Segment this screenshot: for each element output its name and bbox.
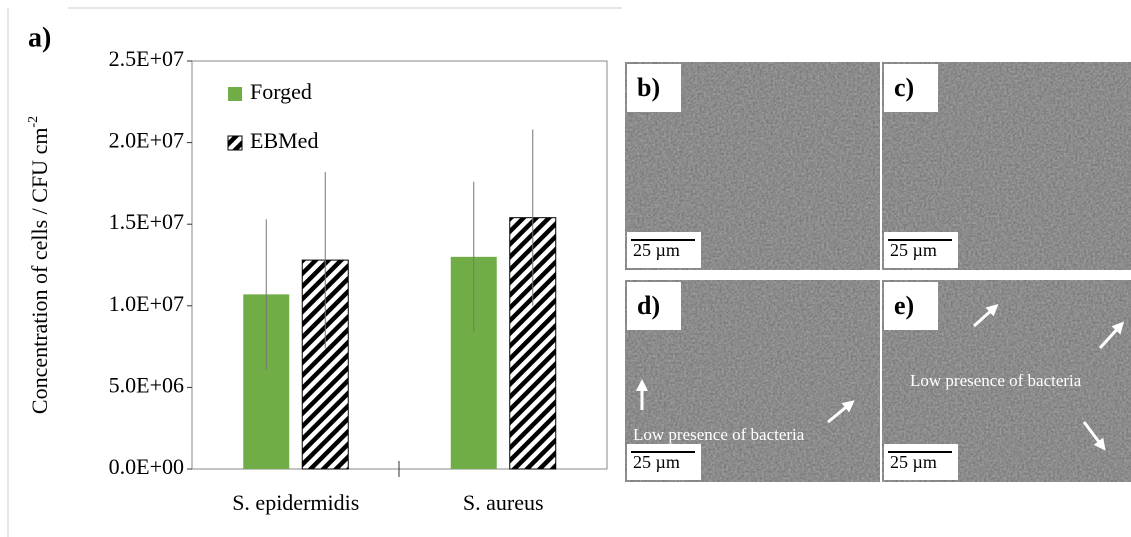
scale-box [884,444,958,480]
scale-label: 25 µm [633,452,680,472]
scale-label: 25 µm [890,240,937,260]
scale-box [627,444,701,480]
x-tick-label: S. aureus [463,490,544,515]
y-tick-label: 5.0E+06 [109,372,184,397]
legend-label: Forged [250,79,312,104]
y-axis-title-sup: -2 [26,116,41,128]
legend-swatch [227,135,243,151]
panel-label: d) [637,291,660,320]
scale-box [884,232,958,268]
arrow [1082,421,1106,451]
panel-label: c) [894,73,914,102]
y-tick-label: 1.0E+07 [109,291,184,316]
panel-label: e) [894,291,914,320]
y-tick-label: 2.5E+07 [109,46,184,71]
scale-box [627,232,701,268]
annotation: Low presence of bacteria [633,425,805,444]
legend-label: EBMed [250,128,318,153]
scale-label: 25 µm [890,452,937,472]
scale-label: 25 µm [633,240,680,260]
panel-label-box [627,282,681,330]
y-tick-label: 0.0E+00 [109,454,184,479]
y-tick-label: 2.0E+07 [109,128,184,153]
y-axis-title-main: Concentration of cells / CFU cm [27,128,52,415]
y-tick-label: 1.5E+07 [109,209,184,234]
arrow [827,400,855,424]
arrow [972,303,999,328]
legend-swatch [228,87,242,101]
y-axis-title: Concentration of cells / CFU cm-2 [26,116,52,414]
panel-label-box [627,64,681,112]
panel-label: b) [637,73,660,102]
x-tick-label: S. epidermidis [232,490,359,515]
annotation: Low presence of bacteria [910,371,1082,390]
panel-label-box [884,282,938,330]
arrow [1098,321,1125,350]
panel-label: a) [28,22,51,53]
panel-label-box [884,64,938,112]
